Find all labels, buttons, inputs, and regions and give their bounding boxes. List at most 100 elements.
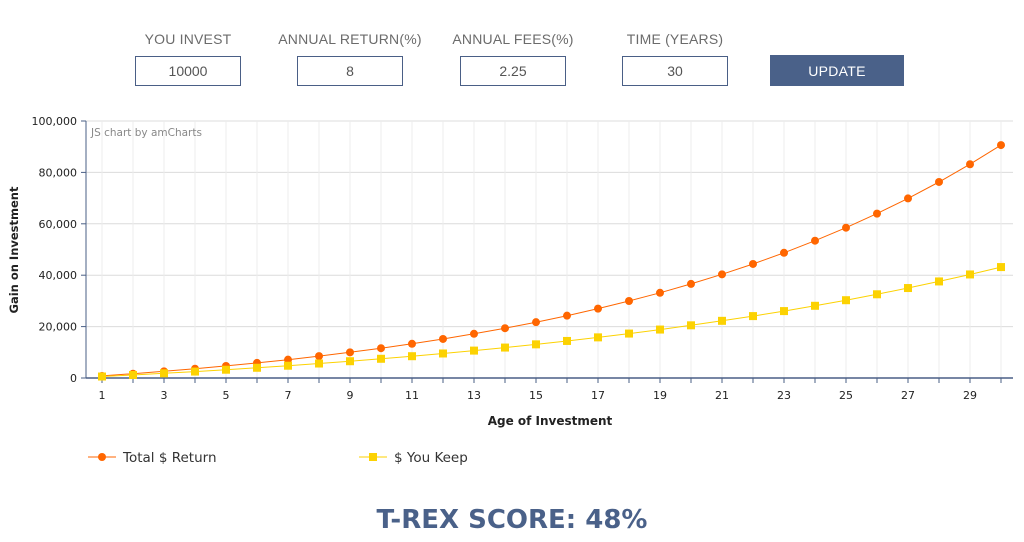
- point-total-return: [470, 329, 478, 338]
- x-tick-label: 19: [653, 389, 667, 402]
- legend-item-you-keep: $ You Keep: [359, 450, 468, 466]
- point-total-return: [315, 352, 323, 361]
- series-line-total-return: [101, 144, 1002, 377]
- point-you-keep: [594, 333, 602, 342]
- y-tick-label: 100,000: [32, 115, 78, 128]
- x-tick-label: 15: [529, 389, 543, 402]
- point-total-return: [439, 334, 447, 343]
- x-axis-ticks: 1 3 5 7 9 11 13 15 17 19 21 23 25 27 29: [99, 378, 1002, 402]
- annual-fees-label: ANNUAL FEES(%): [452, 31, 574, 47]
- point-you-keep: [997, 263, 1005, 272]
- point-total-return: [284, 355, 292, 364]
- point-you-keep: [656, 325, 664, 334]
- annual-return-input[interactable]: [297, 56, 403, 86]
- x-tick-label: 11: [405, 389, 419, 402]
- point-total-return: [625, 297, 633, 306]
- y-tick-label: 60,000: [39, 218, 78, 231]
- point-you-keep: [780, 307, 788, 316]
- point-you-keep: [470, 346, 478, 355]
- point-total-return: [346, 348, 354, 357]
- point-total-return: [377, 344, 385, 353]
- point-you-keep: [222, 365, 230, 374]
- x-tick-label: 3: [161, 389, 168, 402]
- point-you-keep: [191, 367, 199, 376]
- x-tick-label: 25: [839, 389, 853, 402]
- y-tick-label: 0: [70, 372, 77, 385]
- point-total-return: [904, 194, 912, 203]
- update-button[interactable]: UPDATE: [770, 55, 904, 86]
- point-total-return: [718, 270, 726, 279]
- x-tick-label: 13: [467, 389, 481, 402]
- x-tick-label: 27: [901, 389, 915, 402]
- point-total-return: [873, 209, 881, 218]
- point-you-keep: [904, 284, 912, 293]
- gain-chart: JS chart by amCharts 0 20,000 40,000 60,000…: [7, 115, 1013, 466]
- point-you-keep: [346, 357, 354, 366]
- point-total-return: [501, 324, 509, 333]
- point-you-keep: [966, 270, 974, 279]
- point-total-return: [811, 236, 819, 245]
- y-tick-label: 80,000: [39, 166, 78, 179]
- x-tick-label: 29: [963, 389, 977, 402]
- chart-series: [98, 141, 1005, 381]
- point-total-return: [935, 177, 943, 186]
- point-you-keep: [160, 369, 168, 378]
- point-you-keep: [501, 343, 509, 352]
- point-you-keep: [563, 336, 571, 345]
- point-you-keep: [749, 312, 757, 321]
- point-you-keep: [625, 329, 633, 338]
- point-total-return: [532, 318, 540, 327]
- chart-credit: JS chart by amCharts: [90, 127, 202, 139]
- time-years-input[interactable]: [622, 56, 728, 86]
- point-you-keep: [718, 316, 726, 325]
- annual-fees-input[interactable]: [460, 56, 566, 86]
- x-tick-label: 9: [347, 389, 354, 402]
- point-you-keep: [253, 363, 261, 372]
- point-total-return: [842, 223, 850, 232]
- x-tick-label: 5: [223, 389, 230, 402]
- point-total-return: [563, 311, 571, 320]
- x-tick-label: 7: [285, 389, 292, 402]
- you-invest-label: YOU INVEST: [144, 31, 232, 47]
- point-you-keep: [873, 290, 881, 299]
- point-you-keep: [811, 301, 819, 310]
- chart-grid: [86, 120, 1013, 378]
- trex-score: T-REX SCORE: 48%: [376, 505, 648, 535]
- point-you-keep: [532, 340, 540, 349]
- legend-marker-you-keep: [369, 453, 377, 461]
- point-you-keep: [284, 361, 292, 370]
- point-you-keep: [129, 370, 137, 379]
- x-tick-label: 17: [591, 389, 605, 402]
- x-tick-label: 1: [99, 389, 106, 402]
- point-total-return: [687, 279, 695, 288]
- point-total-return: [966, 160, 974, 169]
- legend-label-total-return: Total $ Return: [122, 450, 217, 466]
- point-total-return: [408, 339, 416, 348]
- you-invest-input[interactable]: [135, 56, 241, 86]
- point-you-keep: [315, 359, 323, 368]
- legend-item-total-return: Total $ Return: [88, 450, 217, 466]
- point-you-keep: [842, 296, 850, 305]
- legend[interactable]: Total $ Return $ You Keep: [88, 450, 468, 466]
- y-axis-ticks: 0 20,000 40,000 60,000 80,000 100,000: [32, 115, 86, 385]
- y-tick-label: 40,000: [39, 269, 78, 282]
- point-total-return: [780, 248, 788, 257]
- point-total-return: [997, 141, 1005, 150]
- point-total-return: [594, 304, 602, 313]
- annual-return-label: ANNUAL RETURN(%): [278, 31, 422, 47]
- point-you-keep: [377, 354, 385, 363]
- x-tick-label: 23: [777, 389, 791, 402]
- point-you-keep: [935, 277, 943, 286]
- point-you-keep: [408, 352, 416, 361]
- legend-marker-total-return: [98, 453, 106, 461]
- y-tick-label: 20,000: [39, 321, 78, 334]
- y-axis-title: Gain on Investment: [7, 186, 21, 313]
- point-you-keep: [439, 349, 447, 358]
- point-total-return: [749, 259, 757, 268]
- legend-label-you-keep: $ You Keep: [394, 450, 468, 466]
- time-years-label: TIME (YEARS): [626, 31, 724, 47]
- x-axis-title: Age of Investment: [488, 414, 613, 428]
- point-you-keep: [687, 321, 695, 330]
- x-tick-label: 21: [715, 389, 729, 402]
- point-you-keep: [98, 372, 106, 381]
